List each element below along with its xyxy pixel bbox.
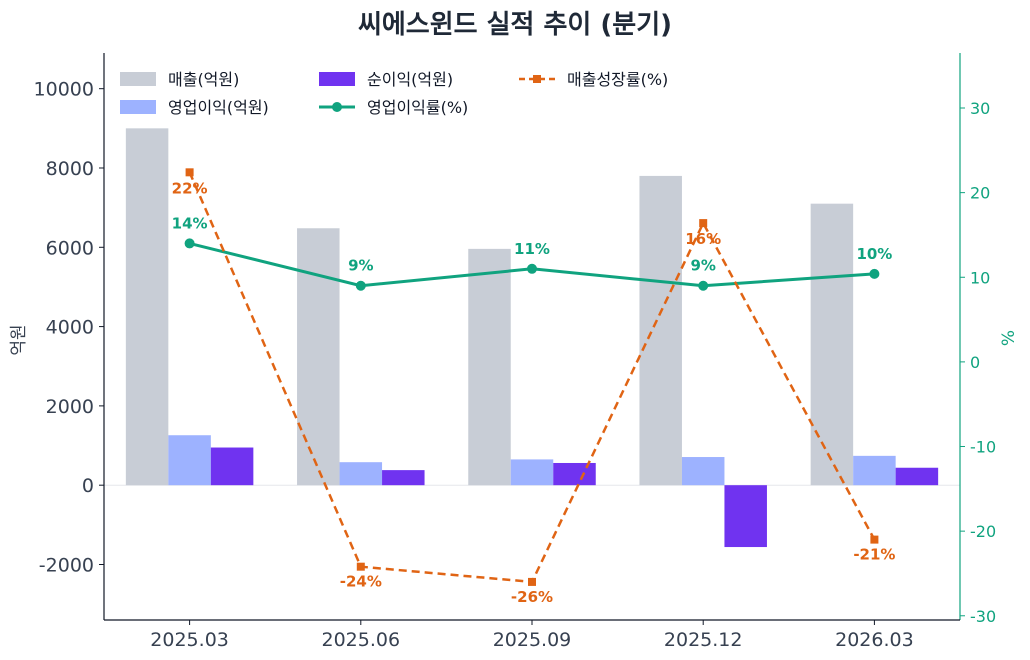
axes: -2000 0 2000 4000 6000 8000 10000 -30 -20 -10 0 10 2… bbox=[34, 53, 996, 651]
legend-label-5: 매출성장률(%) bbox=[567, 70, 668, 89]
y-tick-label: 6000 bbox=[46, 237, 94, 259]
marker-1-2025.06 bbox=[355, 280, 366, 291]
y-axis-label: 억원 bbox=[9, 324, 29, 355]
legend-swatch-3 bbox=[319, 72, 355, 86]
bar-3-2025.12 bbox=[724, 485, 767, 548]
data-label-2-2025.12: 16% bbox=[685, 230, 721, 248]
legend-label-2: 영업이익(억원) bbox=[168, 98, 269, 117]
y-tick-label: -2000 bbox=[39, 554, 94, 576]
x-tick-label: 2026.03 bbox=[835, 629, 914, 651]
bar-1-2025.12 bbox=[639, 175, 682, 486]
marker-2-2025.06 bbox=[356, 562, 365, 571]
y2-tick-label: -20 bbox=[970, 522, 996, 541]
x-tick-label: 2025.03 bbox=[150, 629, 229, 651]
marker-2-2025.09 bbox=[528, 577, 536, 586]
bar-1-2025.03 bbox=[125, 128, 169, 486]
marker-1-2025.03 bbox=[184, 238, 195, 249]
y-tick-label: 2000 bbox=[46, 396, 94, 418]
bar-2-2025.03 bbox=[168, 435, 211, 486]
legend-marker-5 bbox=[533, 75, 541, 83]
bar-3-2025.09 bbox=[553, 462, 596, 486]
legend: 매출(억원) 영업이익(억원) 순이익(억원) 영업이익률(%) 매출성장률(%) bbox=[120, 70, 668, 117]
data-label-1-2025.09: 11% bbox=[514, 240, 550, 258]
y-tick-label: 8000 bbox=[46, 158, 94, 180]
marker-2-2025.12 bbox=[699, 219, 708, 228]
chart-title: 씨에스윈드 실적 추이 (분기) bbox=[358, 10, 672, 40]
y2-tick-label: 30 bbox=[970, 99, 990, 118]
legend-label-3: 순이익(억원) bbox=[367, 70, 453, 89]
legend-swatch-2 bbox=[120, 100, 156, 114]
y2-tick-label: 20 bbox=[970, 184, 990, 203]
data-label-2-2025.09: -26% bbox=[511, 588, 553, 606]
bar-2-2025.06 bbox=[339, 462, 383, 486]
marker-1-2026.03 bbox=[869, 268, 880, 279]
marker-1-2025.09 bbox=[527, 263, 537, 274]
x-tick-label: 2025.09 bbox=[493, 629, 572, 651]
y2-tick-label: -10 bbox=[970, 438, 996, 457]
data-label-1-2025.03: 14% bbox=[172, 214, 208, 232]
legend-marker-4 bbox=[332, 102, 342, 112]
plot-area: 14% 9% 11% 9% 10% 22% -24% -26% 16% -21% bbox=[104, 128, 960, 606]
data-label-1-2025.06: 9% bbox=[348, 257, 373, 275]
bar-2-2026.03 bbox=[853, 455, 896, 486]
bar-1-2026.03 bbox=[810, 203, 854, 486]
y-tick-label: 10000 bbox=[34, 79, 94, 101]
y-tick-label: 0 bbox=[82, 475, 94, 497]
line-series-2 bbox=[188, 171, 876, 584]
bar-1-2025.06 bbox=[297, 228, 340, 486]
bar-2-2025.12 bbox=[681, 457, 725, 486]
marker-2-2025.03 bbox=[185, 168, 194, 177]
y-tick-label: 4000 bbox=[46, 317, 94, 339]
y2-tick-label: 10 bbox=[970, 268, 990, 287]
bar-3-2026.03 bbox=[895, 467, 939, 486]
data-label-2-2025.03: 22% bbox=[172, 179, 208, 197]
legend-label-1: 매출(억원) bbox=[168, 70, 239, 89]
bar-1-2025.09 bbox=[468, 248, 511, 486]
legend-swatch-1 bbox=[120, 72, 156, 86]
legend-label-4: 영업이익률(%) bbox=[367, 98, 468, 117]
data-label-2-2025.06: -24% bbox=[340, 573, 382, 591]
bar-3-2025.06 bbox=[382, 470, 425, 486]
data-label-1-2026.03: 10% bbox=[856, 245, 892, 263]
y2-tick-label: -30 bbox=[970, 607, 996, 626]
x-tick-label: 2025.06 bbox=[322, 629, 401, 651]
data-label-2-2026.03: -21% bbox=[853, 546, 895, 564]
y2-axis-label: % bbox=[999, 330, 1019, 346]
data-label-1-2025.12: 9% bbox=[690, 257, 715, 275]
marker-1-2025.12 bbox=[698, 280, 709, 291]
bar-3-2025.03 bbox=[210, 447, 254, 486]
marker-2-2026.03 bbox=[870, 535, 879, 544]
x-tick-label: 2025.12 bbox=[664, 629, 743, 651]
y2-tick-label: 0 bbox=[970, 353, 980, 372]
bar-2-2025.09 bbox=[510, 459, 554, 486]
